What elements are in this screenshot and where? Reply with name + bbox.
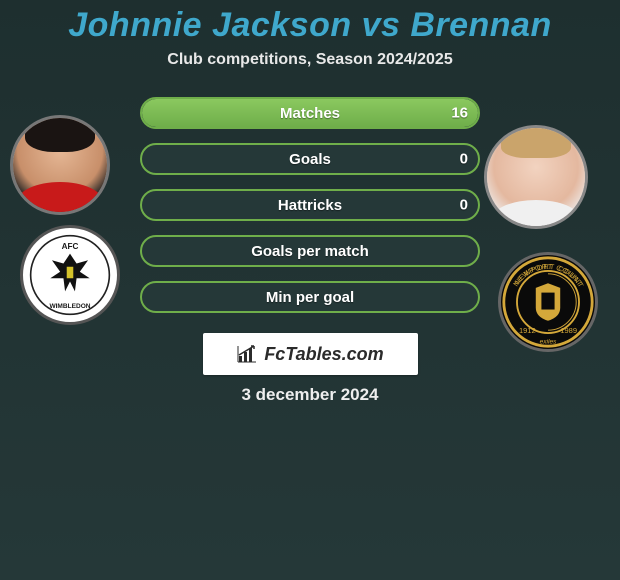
page-title: Johnnie Jackson vs Brennan: [0, 6, 620, 45]
stat-row: 0 Hattricks: [140, 189, 480, 221]
date-text: 3 december 2024: [0, 385, 620, 405]
stat-label: Goals: [289, 151, 331, 168]
stat-value-right: 0: [460, 197, 468, 214]
founded-left: 1912: [519, 326, 536, 335]
stat-row: 16 Matches: [140, 97, 480, 129]
brand-text: FcTables.com: [264, 344, 383, 365]
newport-county-icon: 1912 1989 exiles NEWPORT COUNTY AFC NEWP…: [501, 255, 595, 349]
stat-value-right: 16: [451, 105, 468, 122]
stat-label: Matches: [280, 105, 340, 122]
stat-label: Min per goal: [266, 289, 354, 306]
founded-right: 1989: [560, 326, 577, 335]
stat-label: Goals per match: [251, 243, 369, 260]
player-right-avatar: [484, 125, 588, 229]
stat-row: Goals per match: [140, 235, 480, 267]
svg-text:AFC: AFC: [62, 242, 79, 251]
stat-value-right: 0: [460, 151, 468, 168]
stat-row: Min per goal: [140, 281, 480, 313]
club-left-crest: AFC WIMBLEDON: [20, 225, 120, 325]
subtitle: Club competitions, Season 2024/2025: [0, 51, 620, 69]
bar-chart-icon: [236, 342, 260, 366]
player-left-avatar: [10, 115, 110, 215]
club-motto: exiles: [540, 338, 558, 345]
comparison-card: Johnnie Jackson vs Brennan Club competit…: [0, 0, 620, 580]
afc-wimbledon-icon: AFC WIMBLEDON: [29, 234, 111, 316]
stats-list: 16 Matches 0 Goals 0 Hattricks Goals per match…: [140, 97, 480, 313]
brand-badge[interactable]: FcTables.com: [203, 333, 418, 375]
svg-text:WIMBLEDON: WIMBLEDON: [49, 303, 90, 310]
club-right-crest: 1912 1989 exiles NEWPORT COUNTY AFC NEWP…: [498, 252, 598, 352]
stat-label: Hattricks: [278, 197, 342, 214]
stat-row: 0 Goals: [140, 143, 480, 175]
